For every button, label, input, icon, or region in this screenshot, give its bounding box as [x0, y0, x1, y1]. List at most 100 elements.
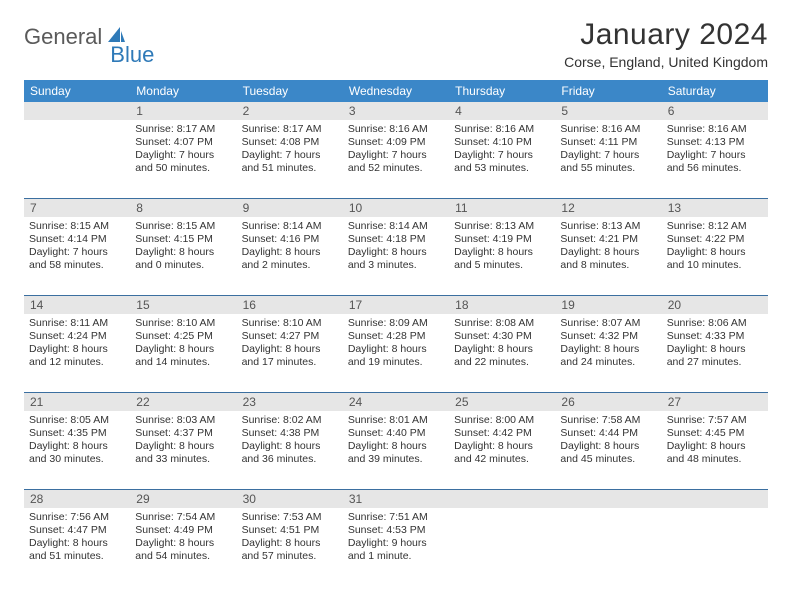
day-number: 4 — [449, 102, 555, 120]
daylight-text: Daylight: 8 hours — [560, 440, 656, 453]
day-number-row: 123456 — [24, 102, 768, 120]
day-number-row: 21222324252627 — [24, 393, 768, 411]
daylight-text: and 45 minutes. — [560, 453, 656, 466]
daylight-text: and 0 minutes. — [135, 259, 231, 272]
sunrise-text: Sunrise: 8:13 AM — [560, 220, 656, 233]
day-number: 23 — [237, 393, 343, 411]
sunrise-text: Sunrise: 7:53 AM — [242, 511, 338, 524]
day-cell: Sunrise: 8:14 AMSunset: 4:16 PMDaylight:… — [237, 217, 343, 295]
sunset-text: Sunset: 4:38 PM — [242, 427, 338, 440]
daylight-text: and 52 minutes. — [348, 162, 444, 175]
sunrise-text: Sunrise: 8:03 AM — [135, 414, 231, 427]
daylight-text: and 33 minutes. — [135, 453, 231, 466]
day-cell: Sunrise: 8:10 AMSunset: 4:27 PMDaylight:… — [237, 314, 343, 392]
sunset-text: Sunset: 4:40 PM — [348, 427, 444, 440]
daylight-text: and 51 minutes. — [29, 550, 125, 563]
daylight-text: Daylight: 8 hours — [667, 343, 763, 356]
weekday-label: Monday — [130, 80, 236, 102]
sunrise-text: Sunrise: 7:58 AM — [560, 414, 656, 427]
week-row: Sunrise: 8:15 AMSunset: 4:14 PMDaylight:… — [24, 217, 768, 296]
daylight-text: Daylight: 8 hours — [135, 246, 231, 259]
month-title: January 2024 — [564, 18, 768, 52]
sunset-text: Sunset: 4:16 PM — [242, 233, 338, 246]
day-number: 19 — [555, 296, 661, 314]
daylight-text: and 8 minutes. — [560, 259, 656, 272]
sunset-text: Sunset: 4:27 PM — [242, 330, 338, 343]
sunset-text: Sunset: 4:33 PM — [667, 330, 763, 343]
daylight-text: and 58 minutes. — [29, 259, 125, 272]
daylight-text: Daylight: 8 hours — [560, 246, 656, 259]
header: General Blue January 2024 Corse, England… — [24, 18, 768, 70]
sunset-text: Sunset: 4:09 PM — [348, 136, 444, 149]
day-cell: Sunrise: 8:00 AMSunset: 4:42 PMDaylight:… — [449, 411, 555, 489]
sunrise-text: Sunrise: 7:57 AM — [667, 414, 763, 427]
day-number-row: 78910111213 — [24, 199, 768, 217]
weeks-container: 123456Sunrise: 8:17 AMSunset: 4:07 PMDay… — [24, 102, 768, 586]
day-cell: Sunrise: 8:16 AMSunset: 4:13 PMDaylight:… — [662, 120, 768, 198]
sunrise-text: Sunrise: 8:14 AM — [348, 220, 444, 233]
daylight-text: Daylight: 8 hours — [135, 440, 231, 453]
brand-logo: General Blue — [24, 18, 154, 50]
daylight-text: Daylight: 7 hours — [454, 149, 550, 162]
weekday-label: Tuesday — [237, 80, 343, 102]
day-number: 3 — [343, 102, 449, 120]
day-number: 11 — [449, 199, 555, 217]
day-number: 10 — [343, 199, 449, 217]
sunrise-text: Sunrise: 8:09 AM — [348, 317, 444, 330]
day-number — [449, 490, 555, 508]
sunrise-text: Sunrise: 8:17 AM — [135, 123, 231, 136]
daylight-text: and 12 minutes. — [29, 356, 125, 369]
day-number: 2 — [237, 102, 343, 120]
day-cell: Sunrise: 7:54 AMSunset: 4:49 PMDaylight:… — [130, 508, 236, 586]
daylight-text: and 48 minutes. — [667, 453, 763, 466]
daylight-text: and 24 minutes. — [560, 356, 656, 369]
sunrise-text: Sunrise: 8:13 AM — [454, 220, 550, 233]
sunrise-text: Sunrise: 8:17 AM — [242, 123, 338, 136]
day-number: 30 — [237, 490, 343, 508]
daylight-text: Daylight: 7 hours — [29, 246, 125, 259]
day-cell: Sunrise: 8:12 AMSunset: 4:22 PMDaylight:… — [662, 217, 768, 295]
day-cell: Sunrise: 8:17 AMSunset: 4:07 PMDaylight:… — [130, 120, 236, 198]
sunset-text: Sunset: 4:15 PM — [135, 233, 231, 246]
day-number: 12 — [555, 199, 661, 217]
sunset-text: Sunset: 4:22 PM — [667, 233, 763, 246]
day-number: 24 — [343, 393, 449, 411]
day-cell — [449, 508, 555, 586]
sunset-text: Sunset: 4:44 PM — [560, 427, 656, 440]
daylight-text: Daylight: 7 hours — [135, 149, 231, 162]
sunset-text: Sunset: 4:19 PM — [454, 233, 550, 246]
day-number: 27 — [662, 393, 768, 411]
sunset-text: Sunset: 4:32 PM — [560, 330, 656, 343]
day-cell — [662, 508, 768, 586]
sunrise-text: Sunrise: 8:16 AM — [454, 123, 550, 136]
sunrise-text: Sunrise: 8:06 AM — [667, 317, 763, 330]
daylight-text: Daylight: 8 hours — [667, 246, 763, 259]
sunset-text: Sunset: 4:30 PM — [454, 330, 550, 343]
brand-part1: General — [24, 24, 102, 50]
daylight-text: Daylight: 8 hours — [348, 246, 444, 259]
sunset-text: Sunset: 4:25 PM — [135, 330, 231, 343]
daylight-text: and 55 minutes. — [560, 162, 656, 175]
sunset-text: Sunset: 4:49 PM — [135, 524, 231, 537]
daylight-text: Daylight: 8 hours — [348, 440, 444, 453]
sunset-text: Sunset: 4:11 PM — [560, 136, 656, 149]
daylight-text: Daylight: 8 hours — [454, 343, 550, 356]
day-cell: Sunrise: 8:15 AMSunset: 4:14 PMDaylight:… — [24, 217, 130, 295]
sunrise-text: Sunrise: 8:08 AM — [454, 317, 550, 330]
day-cell: Sunrise: 7:57 AMSunset: 4:45 PMDaylight:… — [662, 411, 768, 489]
daylight-text: and 27 minutes. — [667, 356, 763, 369]
daylight-text: Daylight: 8 hours — [454, 246, 550, 259]
daylight-text: Daylight: 8 hours — [560, 343, 656, 356]
daylight-text: Daylight: 8 hours — [29, 440, 125, 453]
daylight-text: Daylight: 7 hours — [348, 149, 444, 162]
sunrise-text: Sunrise: 8:02 AM — [242, 414, 338, 427]
day-number: 18 — [449, 296, 555, 314]
sunrise-text: Sunrise: 8:14 AM — [242, 220, 338, 233]
sunrise-text: Sunrise: 8:10 AM — [242, 317, 338, 330]
day-number: 25 — [449, 393, 555, 411]
day-cell: Sunrise: 8:06 AMSunset: 4:33 PMDaylight:… — [662, 314, 768, 392]
daylight-text: Daylight: 9 hours — [348, 537, 444, 550]
day-cell: Sunrise: 8:16 AMSunset: 4:09 PMDaylight:… — [343, 120, 449, 198]
sunset-text: Sunset: 4:21 PM — [560, 233, 656, 246]
day-cell: Sunrise: 8:11 AMSunset: 4:24 PMDaylight:… — [24, 314, 130, 392]
